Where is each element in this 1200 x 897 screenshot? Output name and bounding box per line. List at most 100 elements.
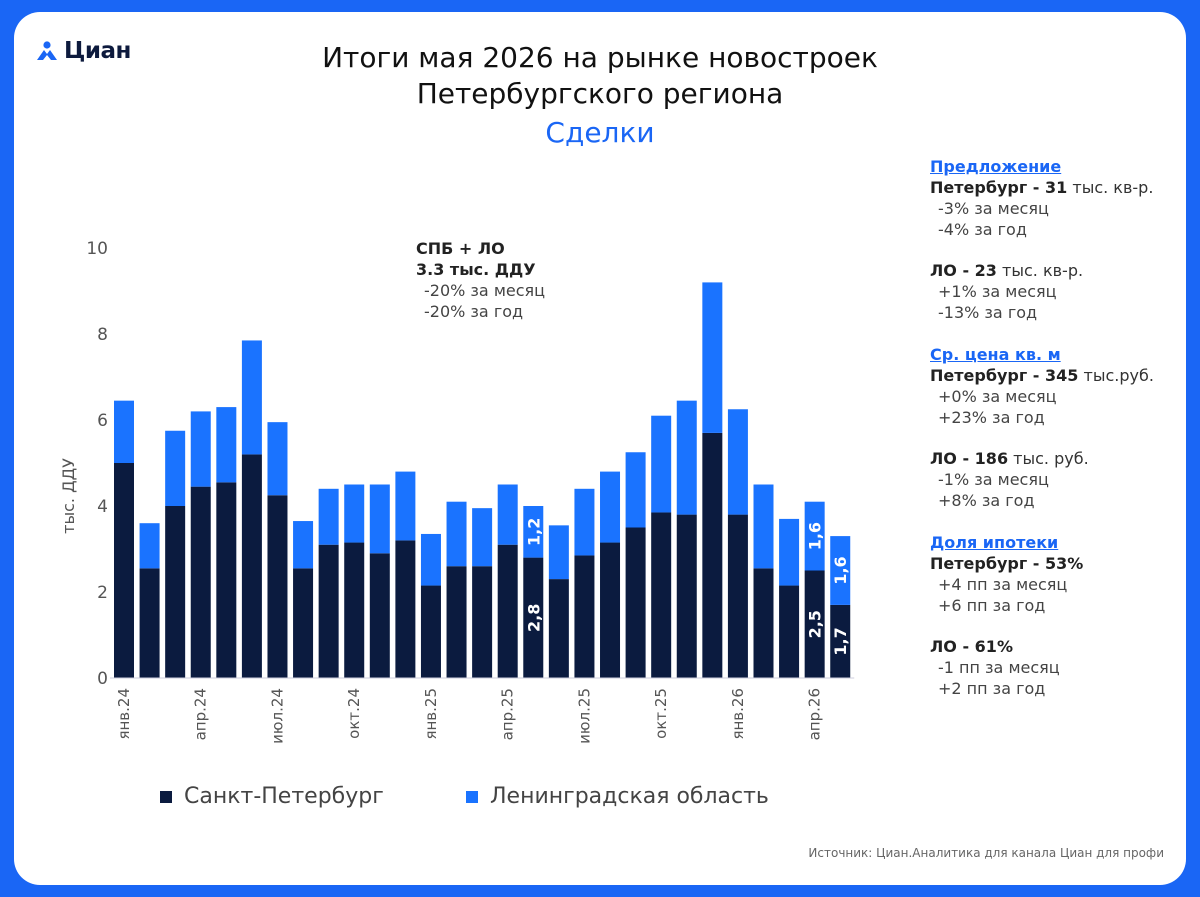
- bar-spb: [293, 568, 314, 678]
- x-tick-label: апр.24: [192, 688, 210, 740]
- bar-spb: [267, 495, 288, 678]
- deals-chart: тыс. ДДУ 0 2 4 6 8 10 янв.24 апр.24 июл.24 окт.2…: [59, 239, 855, 744]
- bar-lo: [190, 411, 211, 487]
- bar-lo: [804, 501, 825, 571]
- price-spb-month: +0% за месяц: [938, 387, 1057, 406]
- bar-spb: [114, 463, 134, 678]
- bar-lo: [727, 409, 748, 515]
- bar-lo: [114, 400, 134, 463]
- bar-lo: [497, 484, 518, 545]
- bar-lo: [369, 484, 390, 554]
- note-title: СПБ + ЛО: [416, 239, 505, 258]
- bar-data-label: 2,5: [806, 610, 825, 638]
- bar-spb: [804, 570, 825, 678]
- bar-lo: [267, 422, 288, 496]
- bar-lo: [651, 415, 672, 513]
- bar-spb: [753, 568, 774, 678]
- infographic-card: Циан Итоги мая 2026 на рынке новостроек …: [14, 12, 1186, 885]
- x-tick-label: янв.25: [422, 688, 440, 740]
- bar-lo: [293, 521, 314, 569]
- offer-header: Предложение: [930, 157, 1062, 176]
- offer-spb-month: -3% за месяц: [938, 199, 1049, 218]
- bar-spb: [830, 604, 851, 678]
- bar-data-label: 1,6: [831, 556, 850, 584]
- bar-spb: [420, 585, 441, 678]
- bar-spb: [216, 482, 237, 678]
- bar-lo: [344, 484, 365, 543]
- bar-spb: [651, 512, 672, 678]
- bar-lo: [395, 471, 416, 541]
- bar-data-label: 1,2: [524, 518, 543, 546]
- note-year-change: -20% за год: [424, 302, 524, 321]
- x-tick-label: июл.25: [575, 688, 593, 744]
- x-tick-label: янв.24: [115, 688, 133, 740]
- mortgage-header: Доля ипотеки: [930, 533, 1059, 552]
- price-spb-value: Петербург - 345: [930, 366, 1079, 385]
- legend-item-lo: Ленинградская область: [466, 784, 769, 809]
- offer-lo-year: -13% за год: [938, 303, 1038, 322]
- sidebar-price: Ср. цена кв. м Петербург - 345 тыс.руб. …: [930, 344, 1154, 511]
- legend-label-spb: Санкт-Петербург: [184, 784, 384, 809]
- x-tick-label: окт.24: [345, 688, 363, 739]
- y-tick-label: 0: [97, 669, 108, 689]
- y-tick-label: 2: [97, 583, 108, 603]
- bar-lo: [676, 400, 697, 515]
- bar-spb: [318, 544, 339, 678]
- offer-lo-month: +1% за месяц: [938, 282, 1057, 301]
- bar-lo: [574, 488, 595, 556]
- y-tick-label: 4: [97, 497, 108, 517]
- mortgage-spb-value: Петербург - 53%: [930, 554, 1084, 573]
- sidebar-offer: Предложение Петербург - 31 тыс. кв-р. -3…: [930, 156, 1153, 323]
- y-axis-label: тыс. ДДУ: [59, 458, 78, 534]
- bar-spb: [165, 506, 186, 678]
- price-spb-year: +23% за год: [938, 408, 1045, 427]
- bar-spb: [472, 566, 493, 678]
- x-tick-label: апр.26: [806, 688, 824, 740]
- bar-data-label: 1,6: [806, 522, 825, 550]
- bar-spb: [779, 585, 800, 678]
- price-lo-unit: тыс. руб.: [1008, 449, 1089, 468]
- bar-lo: [472, 508, 493, 567]
- page-title-line-1: Итоги мая 2026 на рынке новостроек: [322, 41, 878, 74]
- bar-lo: [600, 471, 621, 543]
- bar-lo: [548, 525, 569, 580]
- bar-lo: [420, 533, 441, 586]
- bar-lo: [779, 518, 800, 586]
- mortgage-lo-value: ЛО - 61%: [930, 637, 1013, 656]
- page-subtitle: Сделки: [545, 116, 655, 149]
- price-header: Ср. цена кв. м: [930, 345, 1061, 364]
- offer-spb-value: Петербург - 31: [930, 178, 1068, 197]
- bar-lo: [753, 484, 774, 569]
- cian-logo-text: Циан: [64, 38, 131, 64]
- bar-spb: [702, 432, 723, 678]
- bar-lo: [702, 282, 723, 433]
- legend-item-spb: Санкт-Петербург: [160, 784, 384, 809]
- bar-spb: [139, 568, 160, 678]
- bar-data-label: 2,8: [524, 604, 543, 632]
- bar-spb: [446, 566, 467, 678]
- legend-swatch-lo: [466, 790, 478, 803]
- price-lo-value: ЛО - 186: [930, 449, 1009, 468]
- bar-spb: [625, 527, 646, 678]
- legend-label-lo: Ленинградская область: [490, 784, 769, 809]
- x-tick-label: июл.24: [268, 688, 286, 744]
- bar-lo: [216, 407, 237, 483]
- price-lo-month: -1% за месяц: [938, 470, 1049, 489]
- offer-lo-unit: тыс. кв-р.: [996, 261, 1084, 280]
- mortgage-lo-month: -1 пп за месяц: [938, 658, 1060, 677]
- bar-lo: [139, 523, 160, 569]
- y-tick-label: 8: [97, 325, 108, 345]
- bar-lo: [318, 488, 339, 545]
- bar-spb: [548, 579, 569, 678]
- cian-logo-icon: [37, 41, 57, 60]
- bar-spb: [727, 514, 748, 678]
- offer-lo-value: ЛО - 23: [930, 261, 997, 280]
- bar-lo: [165, 430, 186, 506]
- x-tick-label: апр.25: [499, 688, 517, 740]
- y-tick-label: 6: [97, 411, 108, 431]
- bar-lo: [241, 340, 262, 455]
- bar-spb: [523, 557, 544, 678]
- legend-swatch-spb: [160, 790, 172, 803]
- page-title-line-2: Петербургского региона: [416, 77, 784, 110]
- total-summary-note: СПБ + ЛО 3.3 тыс. ДДУ -20% за месяц -20%…: [416, 238, 545, 322]
